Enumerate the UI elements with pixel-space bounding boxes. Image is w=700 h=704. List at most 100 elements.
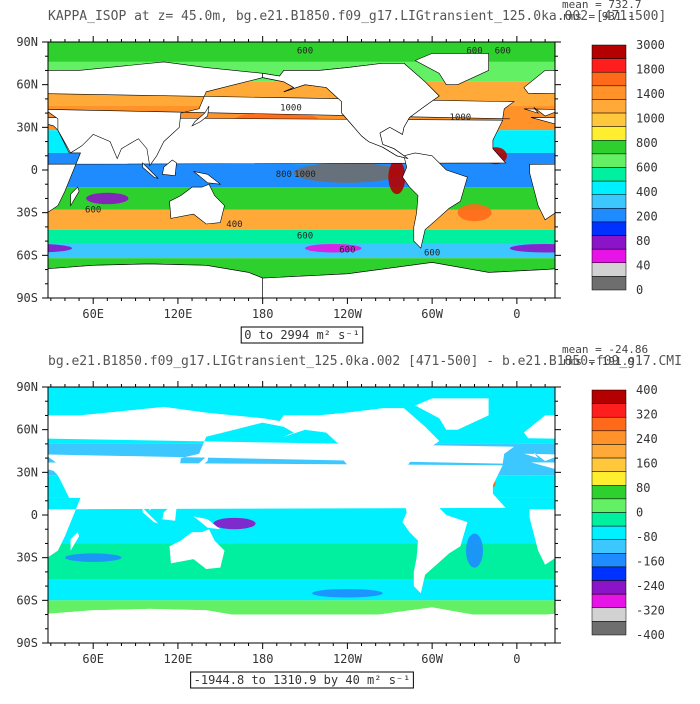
- land: [529, 462, 555, 565]
- land: [402, 497, 468, 594]
- stat: rms = 931.1: [562, 10, 635, 23]
- land: [262, 607, 555, 643]
- colorbar-box: [591, 99, 627, 114]
- field-band: [48, 229, 555, 244]
- colorbar-box: [591, 167, 627, 182]
- colorbar-label: 0: [636, 506, 643, 520]
- land: [142, 162, 159, 179]
- colorbar-label: 240: [636, 432, 658, 446]
- lat-label: 30S: [16, 206, 38, 220]
- land: [48, 608, 263, 643]
- field-feature: [305, 243, 362, 253]
- panel-title: bg.e21.B1850.f09_g17.LIGtransient_125.0k…: [48, 354, 682, 369]
- land: [678, 184, 700, 224]
- lon-label: 120W: [333, 652, 363, 666]
- lon-label: 60W: [421, 652, 443, 666]
- land: [169, 529, 225, 569]
- colorbar-box: [591, 248, 627, 264]
- land: [262, 262, 555, 298]
- panel-title: KAPPA_ISOP at z= 45.0m, bg.e21.B1850.f09…: [48, 9, 666, 24]
- colorbar-box: [591, 621, 627, 636]
- lat-label: 60S: [16, 248, 38, 262]
- colorbar-label: 1800: [636, 63, 665, 77]
- lon-label: 120E: [163, 307, 192, 321]
- lon-label: 60E: [82, 307, 104, 321]
- land: [523, 415, 555, 461]
- land: [142, 507, 159, 524]
- stat: mean = 732.7: [562, 0, 641, 11]
- colorbar-label: 1400: [636, 87, 665, 101]
- stat: rms = 191.9: [562, 355, 635, 368]
- land: [651, 508, 667, 524]
- field-feature: [388, 160, 406, 195]
- contour-label: 600: [297, 231, 313, 241]
- colorbar-label: -400: [636, 628, 665, 642]
- range-box: [240, 326, 364, 344]
- colorbar-box: [591, 180, 627, 195]
- contour-label: 600: [466, 46, 482, 56]
- colorbar-box: [591, 580, 627, 595]
- lat-label: 30N: [16, 120, 38, 134]
- land: [193, 171, 222, 185]
- range-label: -1944.8 to 1310.9 by 40 m² s⁻¹: [194, 673, 411, 687]
- map-panel: 90N 60N 30N 0 30S 60S 90S 60E 120E 180 120W 60W 0 KAP…: [0, 0, 700, 344]
- colorbar-box: [591, 58, 627, 73]
- land: [678, 529, 700, 569]
- field-feature: [644, 495, 672, 506]
- land: [579, 187, 588, 206]
- land: [162, 159, 177, 177]
- contour-label: 600: [297, 46, 313, 56]
- lon-label: 0: [513, 652, 520, 666]
- colorbar-label: -160: [636, 555, 665, 569]
- colorbar-box: [591, 403, 627, 418]
- colorbar-label: 80: [636, 234, 650, 248]
- stat: mean = -24.86: [562, 343, 648, 356]
- land: [191, 105, 210, 127]
- field-feature: [86, 192, 129, 205]
- contour-label: 1000: [280, 103, 302, 113]
- land: [169, 183, 225, 225]
- colorbar-label: 1000: [636, 112, 665, 126]
- lat-label: 90S: [16, 291, 38, 305]
- lat-label: 60S: [16, 593, 38, 607]
- field-feature: [509, 243, 555, 253]
- land: [0, 62, 6, 166]
- colorbar-label: 40: [636, 259, 650, 273]
- range-box: [190, 671, 414, 689]
- land: [0, 407, 6, 511]
- field-feature: [457, 204, 492, 222]
- land: [529, 117, 555, 221]
- land: [193, 516, 221, 530]
- field-band: [48, 243, 555, 259]
- colorbar-box: [591, 126, 627, 141]
- colorbar-box: [591, 553, 627, 568]
- field-feature: [213, 517, 256, 530]
- lon-label: 180: [252, 307, 274, 321]
- colorbar-box: [591, 430, 627, 445]
- field-feature: [64, 553, 122, 562]
- colorbar-label: 200: [636, 210, 658, 224]
- colorbar-box: [591, 471, 627, 486]
- colorbar-box: [591, 416, 627, 432]
- colorbar-label: 600: [636, 161, 658, 175]
- land: [402, 152, 468, 249]
- colorbar-box: [591, 44, 627, 59]
- colorbar-label: -80: [636, 530, 658, 544]
- map-field: [0, 387, 700, 643]
- colorbar-box: [591, 276, 627, 291]
- lat-label: 0: [31, 508, 38, 522]
- colorbar-label: 80: [636, 481, 650, 495]
- colorbar-box: [591, 539, 627, 554]
- colorbar-label: 400: [636, 185, 658, 199]
- contour-label: 600: [85, 206, 101, 216]
- colorbar-box: [591, 389, 627, 404]
- contour-label: 800: [276, 170, 292, 180]
- colorbar-box: [591, 262, 627, 277]
- lat-label: 60N: [16, 78, 38, 92]
- lon-label: 60E: [82, 652, 104, 666]
- colorbar-label: 800: [636, 136, 658, 150]
- colorbar-label: 400: [636, 383, 658, 397]
- land: [48, 61, 515, 167]
- land: [523, 70, 555, 117]
- contour-label: 600: [495, 46, 511, 56]
